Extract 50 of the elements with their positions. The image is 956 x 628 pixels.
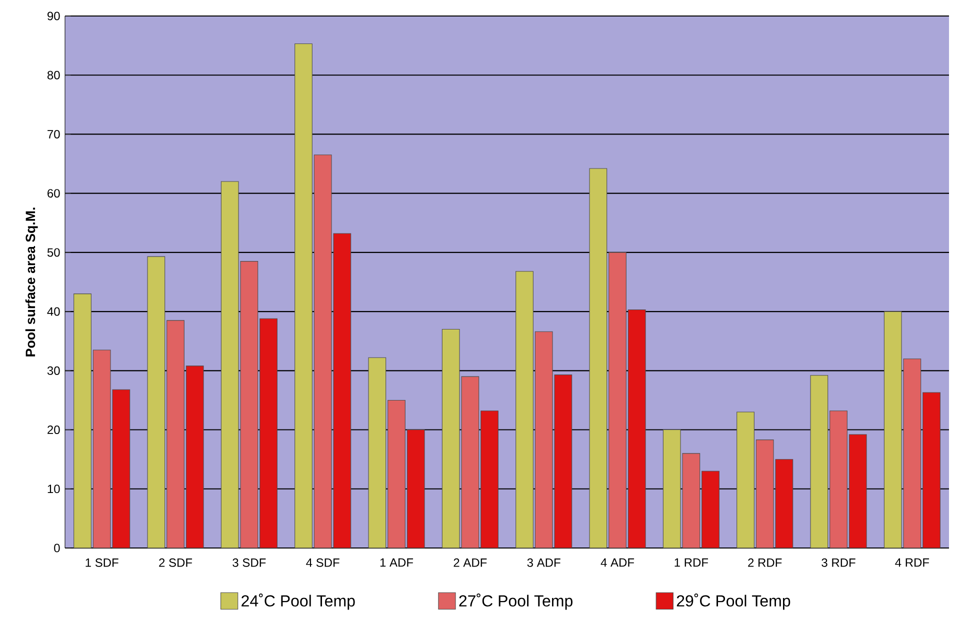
bar	[702, 470, 720, 548]
y-tick-label: 20	[48, 426, 60, 434]
y-axis-title: Pool surface area Sq.M.	[25, 208, 38, 356]
y-tick-label: 60	[48, 189, 60, 198]
bar	[406, 430, 425, 548]
bar	[186, 366, 204, 548]
x-tick-label: 2 RDF	[748, 558, 782, 567]
x-tick-label: 4 ADF	[600, 558, 634, 567]
x-tick-label: 1 SDF	[86, 558, 118, 567]
bar	[736, 412, 754, 548]
y-tick-label: 90	[48, 12, 60, 20]
x-tick-label: 4 RDF	[895, 558, 930, 567]
bar	[333, 233, 352, 548]
y-tick-label: 80	[47, 70, 60, 80]
x-tick-label: 3 SDF	[232, 558, 266, 567]
bar	[516, 271, 534, 548]
bar	[848, 434, 867, 548]
legend-label: 27˚C Pool Temp	[459, 593, 572, 610]
x-tick-label: 4 SDF	[306, 558, 340, 567]
bar	[220, 181, 239, 548]
bar	[368, 357, 386, 548]
bar	[884, 311, 902, 548]
bar	[480, 410, 498, 548]
y-tick-label: 10	[48, 484, 60, 494]
y-tick-label: 40	[47, 307, 60, 316]
y-tick-label: 0	[54, 544, 60, 552]
bar	[628, 310, 646, 548]
bar	[554, 374, 572, 548]
legend-label: 29˚C Pool Temp	[676, 593, 790, 610]
bar	[147, 256, 166, 548]
x-tick-label: 2 SDF	[159, 558, 192, 567]
bar	[260, 318, 278, 548]
legend-label: 24˚C Pool Temp	[242, 593, 355, 610]
bar	[294, 44, 312, 548]
x-tick-label: 2 ADF	[454, 558, 487, 567]
bar	[589, 168, 608, 548]
bar	[74, 294, 92, 548]
bar	[442, 329, 460, 548]
bar	[112, 389, 130, 548]
bar	[662, 430, 681, 548]
y-tick-label: 50	[47, 248, 60, 257]
bar	[810, 375, 828, 548]
x-tick-label: 1 ADF	[380, 558, 414, 567]
x-tick-label: 1 RDF	[674, 558, 708, 567]
y-tick-label: 30	[47, 366, 60, 375]
bar	[775, 459, 794, 548]
bar	[922, 392, 940, 548]
y-tick-label: 70	[48, 130, 60, 138]
x-tick-label: 3 RDF	[822, 558, 856, 567]
x-tick-label: 3 ADF	[527, 558, 560, 567]
